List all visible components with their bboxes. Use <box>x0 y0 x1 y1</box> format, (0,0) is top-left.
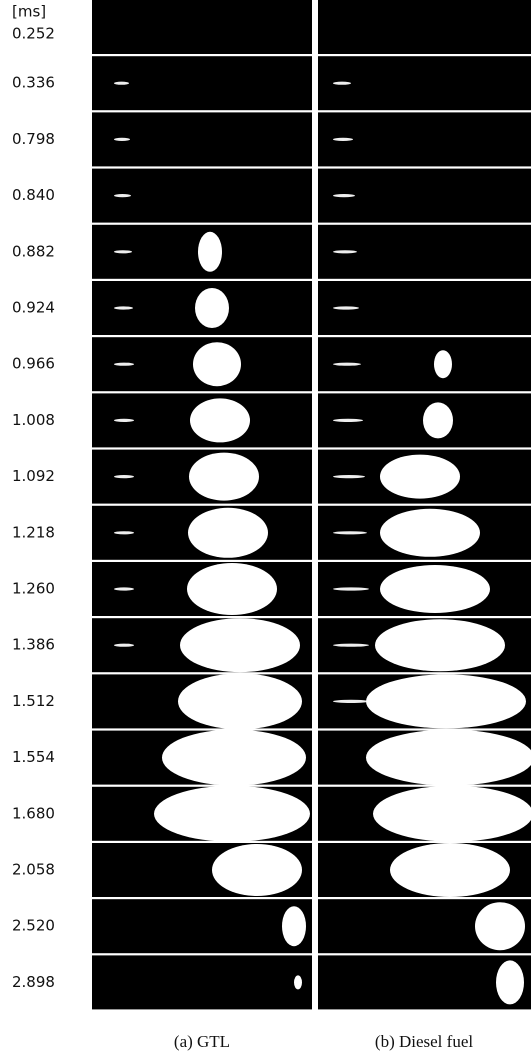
time-label: 0.966 <box>12 355 55 373</box>
spray-streak <box>114 587 134 590</box>
flame <box>390 843 510 897</box>
flame <box>380 509 480 557</box>
time-label: 1.008 <box>12 411 55 429</box>
flame <box>198 232 222 272</box>
time-label: 0.798 <box>12 130 55 148</box>
time-label: 0.840 <box>12 186 55 204</box>
spray-streak <box>333 587 369 590</box>
flame <box>375 619 505 671</box>
flame <box>195 288 229 328</box>
caption: (a) GTL <box>174 1032 230 1051</box>
spray-streak <box>114 82 129 85</box>
frame <box>318 0 531 54</box>
flame <box>187 563 277 615</box>
flame <box>380 455 460 499</box>
flame <box>190 398 250 442</box>
spray-streak <box>333 250 357 253</box>
spray-streak <box>333 138 353 141</box>
flame <box>180 618 300 672</box>
time-label: 0.924 <box>12 299 55 317</box>
frame <box>92 899 312 953</box>
spray-streak <box>333 644 369 647</box>
time-label: 1.260 <box>12 580 55 598</box>
flame <box>366 674 526 728</box>
spray-streak <box>333 531 367 534</box>
frame <box>92 955 312 1009</box>
flame <box>178 673 302 729</box>
spray-streak <box>114 419 134 422</box>
spray-streak <box>333 363 361 366</box>
spray-streak <box>114 531 134 534</box>
flame <box>380 565 490 613</box>
flame <box>212 844 302 896</box>
time-label: 2.898 <box>12 973 55 991</box>
flame <box>475 902 525 950</box>
spray-streak <box>333 194 355 197</box>
time-label: 1.092 <box>12 467 55 485</box>
time-label: 0.882 <box>12 242 55 260</box>
time-label: 1.218 <box>12 523 55 541</box>
time-label: 1.512 <box>12 692 55 710</box>
time-label: 0.252 <box>12 25 55 43</box>
flame <box>434 350 452 378</box>
flame <box>282 906 306 946</box>
spray-streak <box>333 419 363 422</box>
flame <box>294 975 302 989</box>
time-label: 2.520 <box>12 917 55 935</box>
flame <box>189 453 259 501</box>
spray-streak <box>114 250 132 253</box>
flame <box>188 508 268 558</box>
flame <box>496 960 524 1004</box>
flame <box>162 730 306 786</box>
spray-streak <box>114 194 131 197</box>
spray-streak <box>333 306 359 309</box>
spray-streak <box>333 475 365 478</box>
spray-streak <box>333 82 351 85</box>
flame <box>373 786 531 842</box>
spray-streak <box>114 138 130 141</box>
frame <box>92 0 312 54</box>
caption: (b) Diesel fuel <box>375 1032 473 1051</box>
flame <box>193 342 241 386</box>
time-label: 1.386 <box>12 636 55 654</box>
unit-label: [ms] <box>12 3 46 21</box>
spray-streak <box>114 644 134 647</box>
time-label: 1.554 <box>12 748 55 766</box>
spray-streak <box>333 700 369 703</box>
time-label: 1.680 <box>12 804 55 822</box>
spray-streak <box>114 363 134 366</box>
spray-streak <box>114 306 133 309</box>
flame <box>366 730 531 786</box>
time-label: 2.058 <box>12 861 55 879</box>
figure: [ms] (a) GTL (b) Diesel fuel 0.252 0.336 0… <box>0 0 531 1058</box>
flame <box>423 402 453 438</box>
time-label: 0.336 <box>12 74 55 92</box>
spray-streak <box>114 475 134 478</box>
flame <box>154 786 310 842</box>
